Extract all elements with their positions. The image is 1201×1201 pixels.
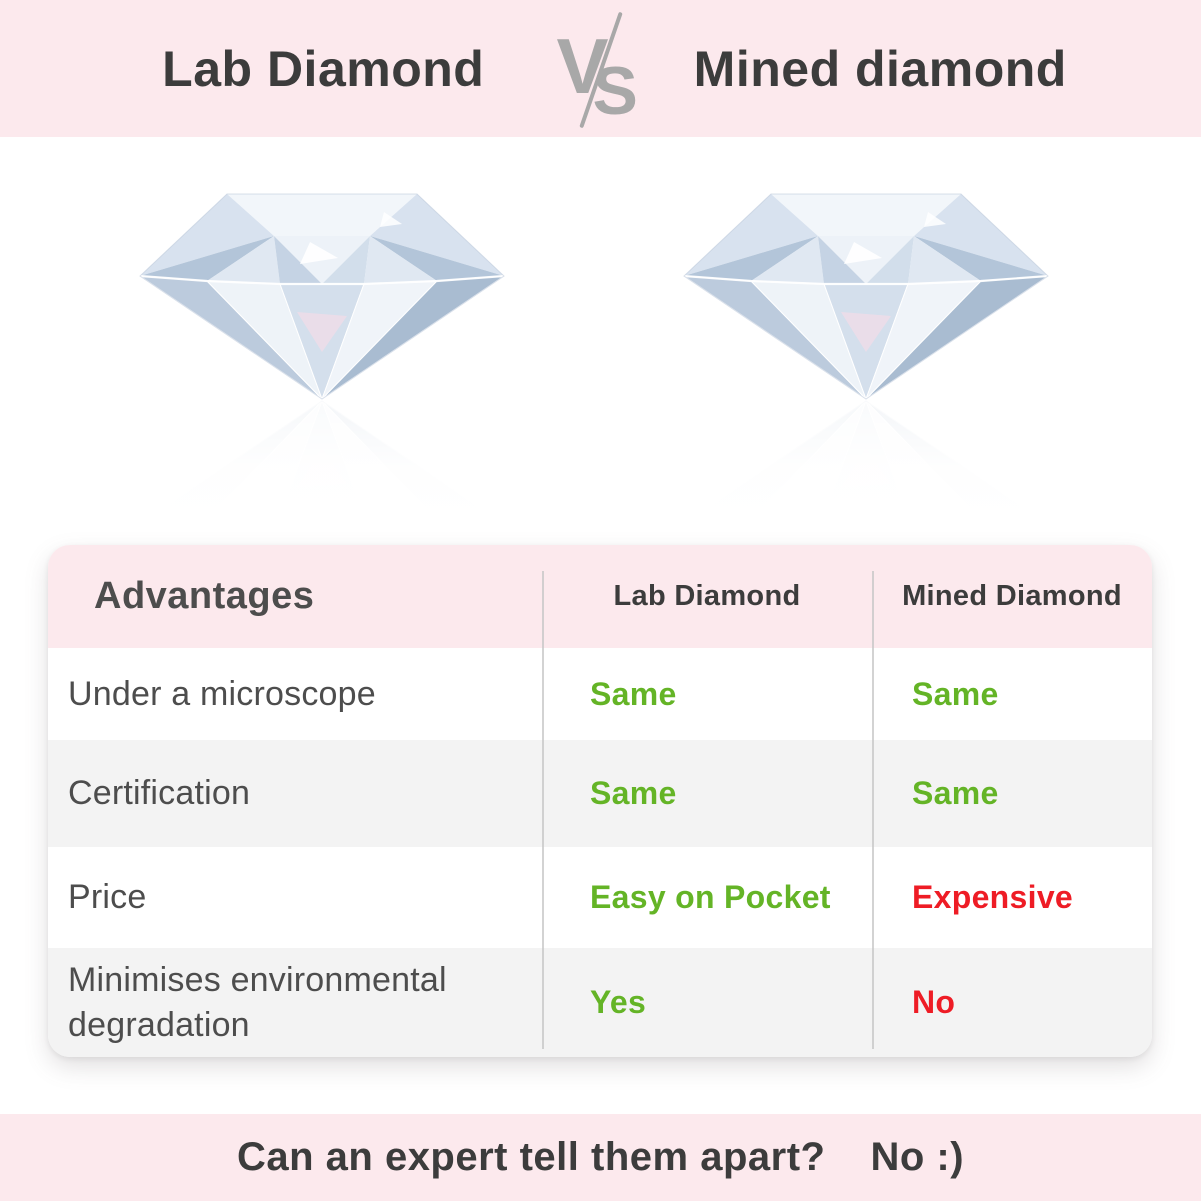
- table-row-microscope: Under a microscope Same Same: [48, 648, 1152, 740]
- lab-diamond-title: Lab Diamond: [162, 40, 485, 97]
- table-row-certification: Certification Same Same: [48, 740, 1152, 847]
- column-divider: [872, 571, 874, 1049]
- column-header-advantages: Advantages: [94, 575, 315, 617]
- vs-mark: V S: [557, 3, 645, 135]
- column-header-lab-diamond: Lab Diamond: [613, 580, 801, 612]
- row-label: Minimises environmental degradation: [68, 961, 447, 1044]
- lab-value: Yes: [590, 984, 647, 1020]
- mined-value: No: [912, 984, 956, 1020]
- column-header-mined-diamond: Mined Diamond: [902, 580, 1122, 612]
- mined-diamond-photo: [676, 184, 1056, 519]
- lab-value: Same: [590, 775, 677, 811]
- footer-question: Can an expert tell them apart?: [236, 1135, 826, 1179]
- mined-diamond-title: Mined diamond: [693, 40, 1067, 97]
- footer-answer: No :): [870, 1135, 965, 1179]
- mined-value: Expensive: [912, 879, 1074, 915]
- table-header-row: Advantages Lab Diamond Mined Diamond: [48, 545, 1152, 648]
- header-band: Lab Diamond V S Mined diamond: [0, 0, 1201, 137]
- vs-letter-s: S: [592, 52, 638, 129]
- lab-value: Same: [590, 675, 677, 712]
- column-divider: [542, 571, 544, 1049]
- mined-value: Same: [912, 675, 999, 712]
- row-label: Price: [68, 878, 147, 917]
- footer-band: Can an expert tell them apart? No :): [0, 1114, 1201, 1201]
- comparison-table-card: Advantages Lab Diamond Mined Diamond Und…: [48, 545, 1152, 1057]
- vs-letter-v: V: [556, 21, 609, 110]
- row-label: Under a microscope: [68, 674, 376, 713]
- table-row-environment: Minimises environmental degradation Yes …: [48, 948, 1152, 1057]
- row-label: Certification: [68, 774, 251, 813]
- mined-value: Same: [912, 775, 999, 811]
- lab-diamond-photo: [132, 184, 512, 519]
- table-row-price: Price Easy on Pocket Expensive: [48, 847, 1152, 948]
- lab-value: Easy on Pocket: [590, 879, 831, 915]
